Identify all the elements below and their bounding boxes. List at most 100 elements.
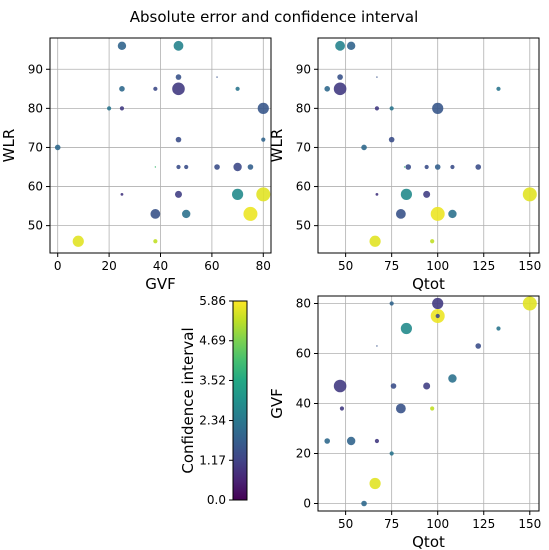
x-axis-label: GVF [145, 275, 176, 293]
colorbar-gradient [232, 300, 248, 501]
y-tick-label: 80 [28, 101, 43, 115]
colorbar-tick-label: 2.34 [199, 414, 226, 428]
colorbar-tick-label: 1.17 [199, 453, 226, 467]
scatter-point [475, 164, 482, 170]
x-tick-label: 100 [426, 259, 449, 273]
scatter-point [435, 313, 440, 319]
scatter-point [522, 187, 537, 202]
scatter-point [400, 322, 412, 335]
scatter-point [400, 188, 412, 200]
figure-title: Absolute error and confidence interval [130, 8, 418, 26]
y-tick-label: 50 [28, 219, 43, 233]
scatter-point [369, 477, 381, 490]
scatter-point [374, 106, 380, 111]
y-tick-label: 90 [28, 62, 43, 76]
x-axis-label: Qtot [412, 275, 445, 293]
scatter-point [432, 102, 444, 114]
scatter-point [346, 41, 356, 51]
scatter-point [450, 164, 455, 170]
scatter-point [475, 343, 482, 349]
scatter-point [369, 235, 381, 247]
scatter-point [175, 136, 182, 143]
y-tick-label: 40 [296, 397, 311, 411]
scatter-point [389, 451, 394, 456]
scatter-point [434, 164, 441, 170]
y-tick-label: 60 [296, 180, 311, 194]
x-tick-label: 60 [204, 259, 219, 273]
y-tick-label: 80 [296, 297, 311, 311]
y-axis-label: WLR [268, 129, 286, 163]
scatter-point [153, 86, 158, 91]
scatter-point [424, 164, 429, 170]
scatter-point [247, 164, 254, 170]
scatter-point [389, 106, 394, 111]
scatter-point [375, 192, 379, 196]
scatter-point [395, 403, 406, 414]
x-tick-label: 100 [426, 517, 449, 531]
scatter-point [175, 74, 182, 80]
scatter-point [361, 500, 367, 507]
scatter-point [448, 209, 457, 219]
scatter-point [374, 438, 380, 444]
x-tick-label: 125 [472, 259, 495, 273]
scatter-point [233, 162, 242, 172]
scatter-point [335, 40, 345, 51]
y-axis-label: GVF [268, 388, 286, 419]
x-tick-label: 40 [153, 259, 168, 273]
colorbar-tick-label: 0.0 [207, 493, 226, 507]
x-axis-label: Qtot [412, 533, 445, 550]
scatter-point [235, 86, 240, 91]
scatter-point [522, 296, 537, 311]
scatter-point [181, 209, 191, 219]
scatter-point [376, 345, 378, 347]
colorbar-ticks: 0.0 1.17 2.34 3.52 4.69 5.86 [199, 294, 233, 507]
scatter-qtot-gvf: 50 75 100 125 150 0 20 40 60 80 Qtot GVF [268, 295, 541, 550]
scatter-point [153, 239, 158, 244]
scatter-point [117, 41, 127, 51]
scatter-point [324, 86, 331, 92]
scatter-point [388, 136, 395, 143]
scatter-point [403, 166, 406, 168]
scatter-point [346, 436, 356, 446]
x-tick-label: 0 [54, 259, 62, 273]
scatter-point [496, 326, 501, 331]
scatter-point [423, 190, 431, 198]
scatter-point [257, 102, 269, 114]
scatter-point [496, 86, 501, 91]
colorbar-tick-label: 5.86 [199, 294, 226, 308]
scatter-point [337, 74, 343, 80]
scatter-point [173, 40, 184, 51]
scatter-point [119, 106, 125, 111]
colorbar-tick-label: 4.69 [199, 334, 226, 348]
y-tick-label: 80 [296, 101, 311, 115]
x-tick-label: 150 [518, 517, 541, 531]
scatter-point [405, 164, 412, 170]
scatter-point [54, 144, 61, 151]
colorbar-label: Confidence interval [179, 327, 197, 473]
scatter-point [256, 187, 271, 202]
scatter-point [119, 86, 125, 92]
scatter-point [72, 235, 84, 247]
scatter-point [154, 166, 157, 168]
y-tick-label: 20 [296, 447, 311, 461]
scatter-point [389, 301, 394, 306]
scatter-qtot-wlr: 50 75 100 125 150 50 60 70 80 90 Qtot WLR [268, 37, 541, 293]
x-tick-label: 75 [384, 259, 399, 273]
scatter-point [172, 82, 185, 96]
y-tick-label: 90 [296, 62, 311, 76]
x-tick-label: 50 [338, 517, 353, 531]
scatter-point [261, 137, 266, 142]
scatter-point [430, 239, 435, 244]
scatter-gvf-wlr: 0 20 40 60 80 50 60 70 80 90 GVF WLR [0, 37, 272, 293]
colorbar: 0.0 1.17 2.34 3.52 4.69 5.86 Confidence inter… [179, 294, 248, 507]
scatter-point [216, 76, 218, 78]
x-tick-label: 125 [472, 517, 495, 531]
scatter-point [333, 82, 347, 96]
y-tick-label: 60 [28, 180, 43, 194]
scatter-point [120, 192, 124, 196]
x-tick-label: 150 [518, 259, 541, 273]
y-tick-label: 70 [28, 140, 43, 154]
axes-frame [317, 37, 540, 254]
scatter-point [423, 382, 431, 390]
